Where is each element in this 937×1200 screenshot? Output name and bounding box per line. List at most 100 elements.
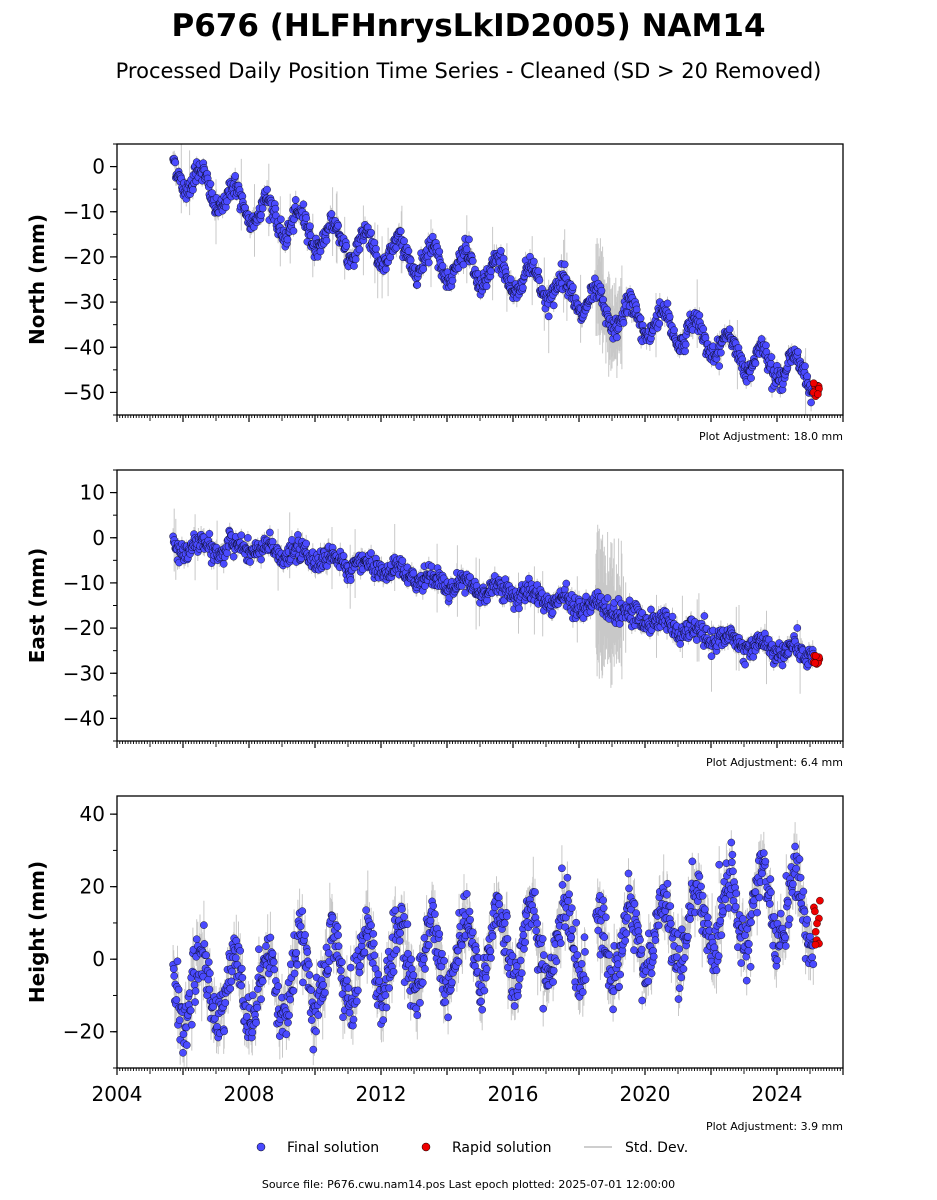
y-tick-label: 40	[80, 802, 105, 826]
final-point	[248, 1028, 257, 1037]
final-point	[562, 579, 571, 588]
final-point	[468, 928, 477, 937]
y-tick-label: −30	[63, 290, 105, 314]
y-tick-label: −20	[63, 616, 105, 640]
final-point	[301, 931, 309, 939]
final-point	[510, 1002, 519, 1010]
final-point	[465, 907, 474, 916]
panels: 0 −10 −20 −30 −40 −50 North (mm) Plot Adjustmen…	[25, 143, 844, 1133]
final-point	[563, 873, 572, 882]
final-point	[602, 913, 610, 922]
final-point	[314, 1011, 323, 1019]
final-point	[407, 955, 416, 964]
final-point	[205, 985, 214, 994]
final-point	[625, 596, 634, 605]
final-point	[307, 986, 315, 994]
final-point	[182, 1041, 191, 1049]
final-point	[558, 881, 567, 889]
final-point	[435, 247, 444, 256]
final-point	[372, 244, 380, 253]
final-point	[714, 952, 723, 960]
final-point	[549, 978, 557, 986]
final-point	[448, 978, 456, 987]
final-point	[615, 982, 623, 991]
final-point	[237, 531, 246, 540]
final-point	[803, 372, 812, 381]
y-axis-label: East (mm)	[25, 548, 49, 664]
final-point	[560, 260, 569, 269]
final-point	[519, 931, 528, 939]
final-point	[667, 919, 675, 928]
final-point	[269, 958, 278, 967]
final-point	[704, 920, 713, 928]
final-point	[531, 888, 539, 896]
final-point	[351, 255, 360, 264]
final-point	[781, 933, 790, 942]
final-point	[204, 958, 213, 966]
final-point	[663, 299, 672, 308]
final-point	[290, 969, 299, 978]
x-tick-label: 2016	[488, 1082, 539, 1106]
x-tick-label: 2004	[92, 1082, 143, 1106]
final-point	[599, 904, 608, 912]
final-point	[650, 952, 658, 961]
final-point	[370, 951, 379, 960]
final-point	[172, 996, 181, 1004]
final-point	[564, 897, 572, 905]
final-point	[404, 247, 413, 255]
final-point	[288, 536, 296, 544]
final-point	[179, 1030, 188, 1038]
final-point	[681, 340, 690, 349]
final-point	[746, 963, 755, 971]
final-point	[654, 921, 663, 930]
final-point	[785, 915, 794, 923]
final-point	[324, 966, 333, 974]
final-point	[379, 1016, 388, 1024]
final-point	[322, 236, 331, 245]
final-point	[258, 977, 267, 986]
final-point	[794, 347, 802, 356]
final-point	[707, 652, 716, 661]
final-point	[632, 909, 641, 918]
final-point	[728, 858, 736, 867]
final-point	[632, 305, 641, 314]
final-point	[236, 947, 244, 955]
final-point	[360, 948, 369, 957]
final-point	[248, 991, 257, 1000]
final-point	[758, 869, 766, 878]
final-point	[334, 221, 342, 230]
final-point	[497, 246, 505, 255]
final-point	[499, 254, 508, 263]
rapid-point	[811, 652, 820, 660]
final-point	[744, 946, 753, 955]
final-point	[440, 957, 449, 965]
final-point	[398, 905, 406, 913]
final-point	[731, 902, 740, 911]
final-point	[638, 996, 647, 1005]
final-point	[342, 242, 351, 250]
final-point	[514, 992, 522, 1000]
final-point	[226, 984, 235, 993]
final-point	[277, 215, 285, 224]
final-point	[579, 988, 587, 996]
final-point	[567, 933, 576, 941]
final-point	[228, 967, 236, 976]
final-point	[406, 256, 415, 265]
final-point	[258, 204, 267, 213]
final-point	[532, 927, 540, 935]
final-point	[257, 995, 265, 1004]
final-point	[636, 936, 644, 944]
panel-1: 0 −10 −20 −30 −40 −50 North (mm) Plot Adjustmen…	[25, 143, 844, 443]
y-tick-label: 10	[80, 481, 105, 505]
legend-final-marker	[256, 1142, 266, 1152]
final-point	[462, 245, 471, 254]
final-point	[202, 951, 210, 960]
final-point	[533, 919, 542, 928]
x-tick-label: 2012	[356, 1082, 407, 1106]
final-point	[482, 282, 491, 291]
final-point	[549, 966, 558, 975]
final-point	[426, 916, 435, 925]
legend-final-label: Final solution	[287, 1140, 379, 1156]
final-point	[421, 965, 429, 973]
final-point	[616, 970, 625, 979]
